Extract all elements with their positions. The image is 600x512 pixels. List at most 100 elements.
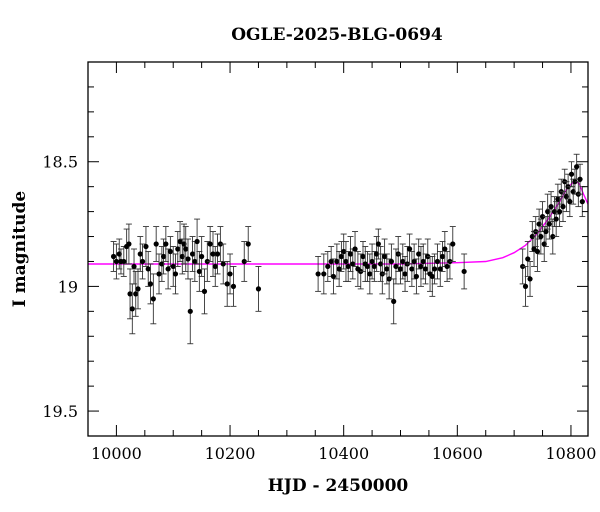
point-marker (137, 251, 143, 257)
point-marker (534, 248, 541, 255)
point-marker (418, 263, 424, 270)
point-marker (439, 253, 446, 260)
data-points-layer (110, 153, 586, 345)
data-point (324, 251, 331, 282)
data-point (390, 278, 397, 325)
point-marker (183, 246, 189, 252)
data-point (375, 228, 382, 260)
point-marker (369, 258, 375, 265)
data-point (131, 248, 138, 285)
point-marker (442, 246, 448, 252)
point-marker (147, 281, 154, 287)
point-marker (579, 199, 585, 205)
data-point (170, 246, 177, 287)
y-axis-label: I magnitude (10, 191, 30, 308)
point-marker (325, 263, 331, 270)
data-point (191, 241, 198, 282)
point-marker (406, 246, 413, 252)
data-point (139, 243, 146, 280)
point-marker (113, 258, 120, 265)
point-marker (245, 241, 251, 247)
data-point (340, 233, 347, 270)
data-point (113, 243, 120, 280)
data-point (431, 253, 438, 285)
data-point (549, 218, 556, 255)
point-marker (321, 271, 327, 277)
data-point (230, 266, 237, 307)
point-marker (450, 241, 456, 247)
data-point (172, 253, 179, 295)
point-marker (574, 164, 580, 170)
point-marker (199, 253, 205, 260)
point-marker (437, 266, 443, 272)
point-marker (391, 298, 397, 304)
data-point (315, 256, 322, 292)
point-marker (568, 171, 575, 177)
point-marker (194, 238, 200, 245)
point-marker (212, 263, 218, 270)
data-point (568, 161, 575, 188)
data-point (342, 241, 349, 282)
point-marker (543, 228, 549, 235)
data-point (333, 243, 340, 280)
x-tick-label: 10200 (205, 444, 256, 463)
point-marker (560, 204, 566, 210)
data-point (153, 226, 160, 262)
data-point (142, 226, 149, 267)
point-marker (572, 179, 578, 185)
x-tick-label: 10600 (432, 444, 483, 463)
data-point (165, 248, 172, 290)
point-marker (343, 258, 349, 265)
data-point (330, 258, 337, 295)
point-marker (397, 266, 404, 272)
y-tick-labels: 18.5 19 19.5 (42, 153, 78, 421)
data-point (534, 231, 541, 272)
point-marker (381, 253, 388, 260)
point-marker (230, 283, 237, 289)
data-point (120, 246, 127, 277)
point-marker (133, 291, 139, 297)
point-marker (135, 286, 141, 292)
point-marker (352, 246, 358, 252)
point-marker (402, 271, 408, 277)
point-marker (409, 266, 415, 272)
point-marker (187, 308, 193, 314)
point-marker (461, 268, 467, 275)
point-marker (192, 258, 198, 265)
point-marker (539, 213, 546, 220)
point-marker (336, 266, 342, 272)
data-point (207, 226, 214, 262)
data-point (198, 236, 205, 277)
point-marker (210, 251, 216, 257)
point-marker (328, 258, 334, 265)
data-point (241, 241, 248, 282)
data-point (174, 231, 181, 267)
data-point (320, 253, 327, 295)
point-marker (167, 248, 173, 255)
point-marker (444, 263, 450, 270)
x-tick-label: 10000 (91, 444, 142, 463)
point-marker (429, 273, 435, 280)
data-point (449, 226, 456, 262)
data-point (214, 233, 221, 275)
point-marker (371, 263, 377, 270)
data-point (194, 218, 201, 265)
point-marker (126, 241, 132, 247)
data-point (524, 241, 531, 277)
point-marker (185, 256, 191, 262)
data-point (224, 261, 231, 307)
data-point (522, 266, 529, 307)
data-point (137, 236, 144, 272)
point-marker (156, 271, 162, 277)
data-point (125, 223, 132, 265)
y-tick-label: 19 (58, 277, 78, 296)
data-point (220, 243, 227, 285)
point-marker (189, 251, 196, 257)
data-point (566, 186, 573, 218)
data-point (127, 268, 134, 320)
point-marker (360, 253, 366, 260)
point-marker (177, 238, 183, 245)
x-tick-label: 10800 (546, 444, 597, 463)
point-marker (431, 266, 438, 272)
